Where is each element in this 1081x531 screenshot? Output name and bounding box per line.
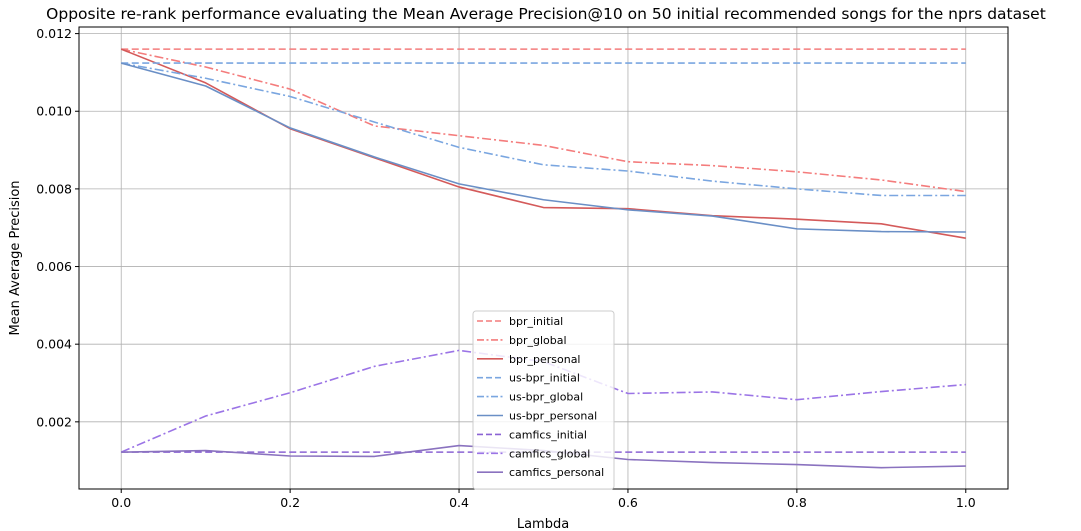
legend-label-camfics_initial: camfics_initial bbox=[509, 428, 587, 441]
x-tick-label: 0.4 bbox=[449, 495, 469, 510]
x-axis-label: Lambda bbox=[517, 517, 569, 531]
plot-area: 0.0 0.2 0.4 0.6 0.8 1.0 0.002 0.004 0.006 0.008 0.… bbox=[36, 26, 1009, 510]
x-tick-label: 0.8 bbox=[787, 495, 807, 510]
y-tick-label: 0.010 bbox=[36, 104, 72, 119]
chart-title: Opposite re-rank performance evaluating … bbox=[46, 5, 1046, 23]
series-line-bpr_personal bbox=[120, 48, 966, 239]
legend-label-bpr_initial: bpr_initial bbox=[509, 315, 563, 328]
x-tick-label: 0.6 bbox=[618, 495, 638, 510]
legend-label-bpr_global: bpr_global bbox=[509, 334, 567, 347]
legend-box bbox=[472, 310, 615, 490]
series-line-us-bpr_personal bbox=[121, 62, 966, 233]
series-line-us-bpr_global bbox=[121, 62, 966, 197]
legend-label-us-bpr_initial: us-bpr_initial bbox=[509, 372, 580, 385]
x-tick-label: 0.2 bbox=[280, 495, 300, 510]
legend-label-bpr_personal: bpr_personal bbox=[509, 353, 581, 366]
x-tick-label: 1.0 bbox=[956, 495, 976, 510]
legend-label-us-bpr_personal: us-bpr_personal bbox=[509, 410, 597, 423]
legend: bpr_initial bpr_global bpr_personal us-bpr_… bbox=[472, 310, 615, 490]
legend-label-us-bpr_global: us-bpr_global bbox=[509, 391, 583, 404]
y-tick-label: 0.002 bbox=[36, 414, 72, 429]
y-tick-label: 0.012 bbox=[36, 26, 72, 41]
y-tick-label: 0.004 bbox=[36, 337, 72, 352]
y-tick-label: 0.006 bbox=[36, 259, 72, 274]
y-axis-label: Mean Average Precision bbox=[8, 180, 23, 335]
series-line-camfics_global bbox=[120, 349, 966, 453]
y-tick-label: 0.008 bbox=[36, 181, 72, 196]
legend-label-camfics_personal: camfics_personal bbox=[509, 466, 604, 479]
series-line-bpr_global bbox=[121, 48, 966, 193]
legend-label-camfics_global: camfics_global bbox=[509, 447, 590, 460]
x-tick-label: 0.0 bbox=[111, 495, 131, 510]
